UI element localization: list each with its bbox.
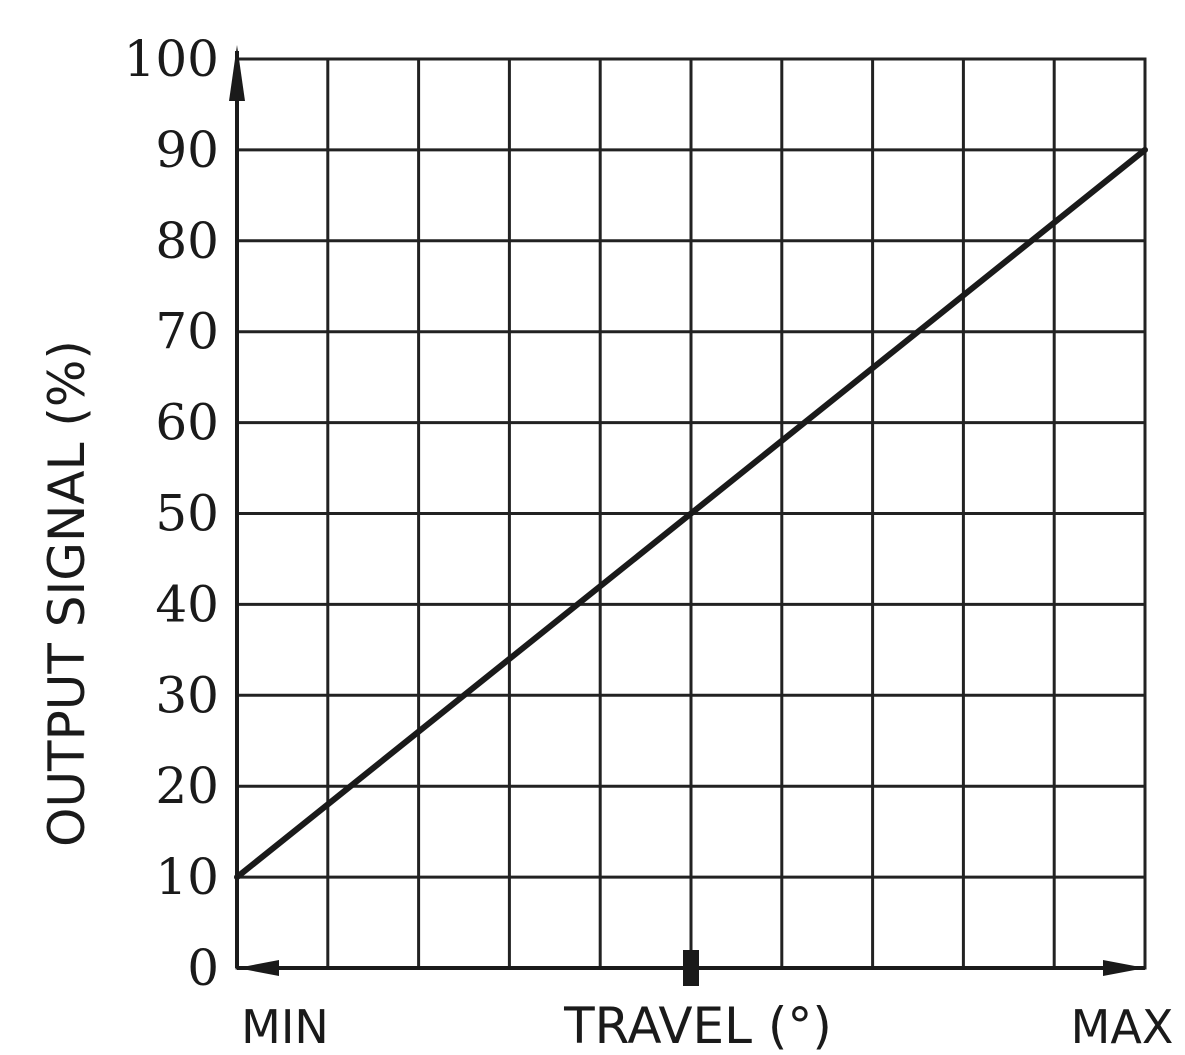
- y-tick-label: 0: [187, 939, 219, 997]
- data-line-series: [234, 146, 1148, 881]
- y-tick-label: 60: [155, 394, 219, 452]
- y-tick-labels: 0 10 20 30 40 50 60 70 80 90 100: [124, 30, 219, 997]
- y-axis-title: OUTPUT SIGNAL (%): [38, 340, 96, 847]
- y-tick-label: 100: [124, 30, 219, 88]
- y-tick-label: 10: [155, 848, 219, 906]
- y-axis-arrowhead: [229, 45, 245, 101]
- x-axis-title: TRAVEL (°): [563, 997, 832, 1055]
- x-max-label: MAX: [1071, 1000, 1174, 1054]
- y-tick-label: 70: [155, 303, 219, 361]
- y-tick-label: 80: [155, 212, 219, 270]
- x-min-label: MIN: [241, 1000, 329, 1054]
- y-tick-label: 20: [155, 757, 219, 815]
- x-midpoint-marker: [683, 950, 699, 986]
- y-tick-label: 40: [155, 575, 219, 633]
- axis-arrows: [229, 45, 1145, 986]
- y-tick-label: 50: [155, 485, 219, 543]
- x-axis-right-arrowhead: [1103, 960, 1145, 976]
- y-tick-label: 30: [155, 666, 219, 724]
- y-tick-label: 90: [155, 121, 219, 179]
- x-axis-left-arrowhead: [237, 960, 279, 976]
